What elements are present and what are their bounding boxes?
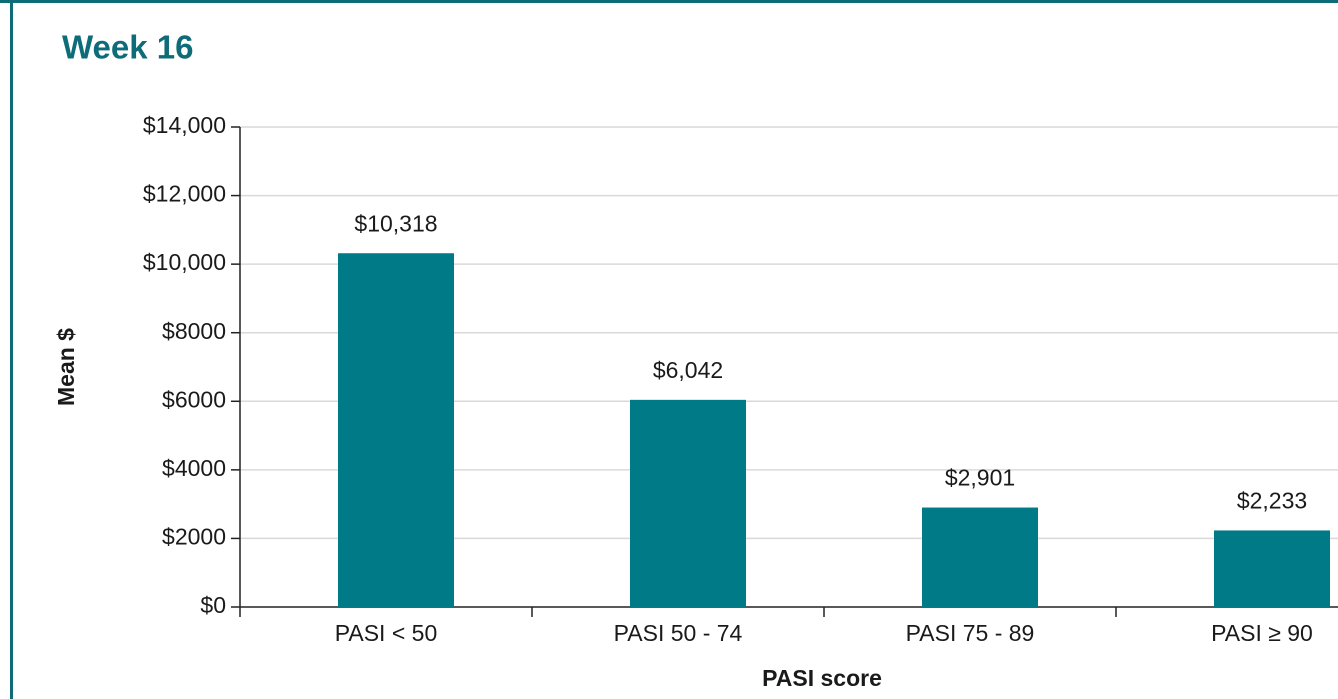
bar <box>630 399 746 607</box>
y-axis-label: Mean $ <box>53 328 79 406</box>
bar <box>338 253 454 608</box>
x-axis-label: PASI score <box>762 665 882 691</box>
y-tick-label: $4000 <box>162 455 226 481</box>
frame-left <box>10 0 13 699</box>
x-tick-label: PASI < 50 <box>335 620 438 646</box>
y-tick-label: $6000 <box>162 386 226 412</box>
y-tick-label: $12,000 <box>143 181 226 207</box>
data-label: $6,042 <box>653 357 723 383</box>
bar <box>1214 530 1330 607</box>
y-tick-label: $10,000 <box>143 249 226 275</box>
data-label: $10,318 <box>354 210 437 236</box>
x-tick-label: PASI ≥ 90 <box>1211 620 1313 646</box>
data-label: $2,901 <box>945 465 1015 491</box>
x-tick-label: PASI 50 - 74 <box>614 620 743 646</box>
y-tick-label: $2000 <box>162 524 226 550</box>
y-tick-label: $8000 <box>162 318 226 344</box>
chart-title: Week 16 <box>62 29 193 66</box>
y-tick-label: $0 <box>200 592 226 618</box>
data-label: $2,233 <box>1237 488 1307 514</box>
y-tick-label: $14,000 <box>143 112 226 138</box>
bar <box>922 507 1038 607</box>
x-tick-label: PASI 75 - 89 <box>906 620 1035 646</box>
frame-top <box>0 0 1338 3</box>
